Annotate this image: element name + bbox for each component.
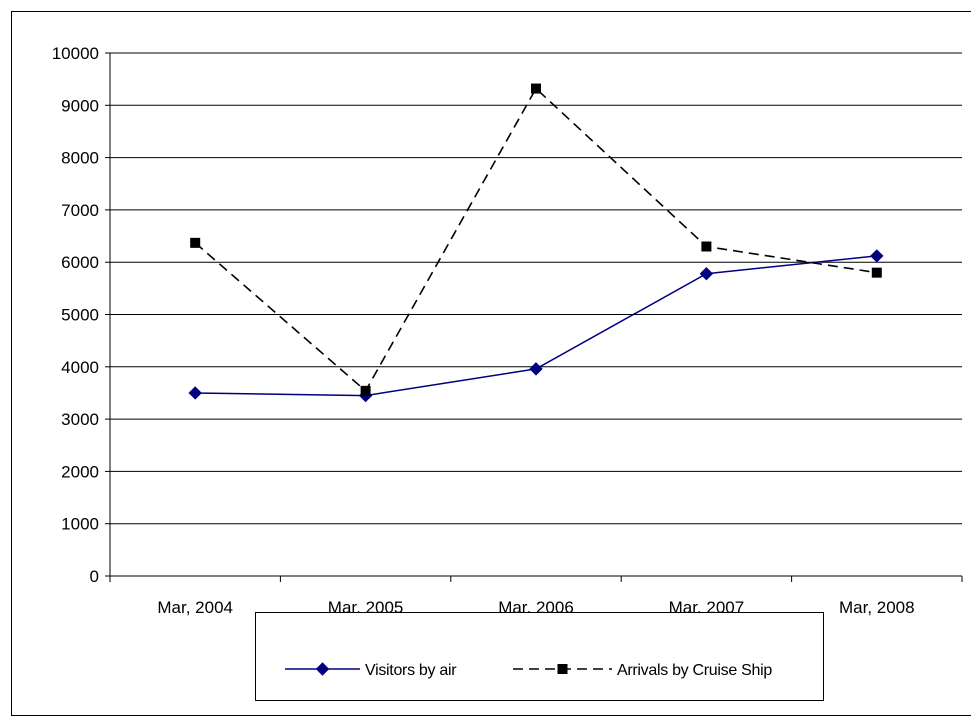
- legend: Visitors by air Arrivals by Cruise Ship: [255, 612, 824, 701]
- y-tick-label: 1000: [61, 515, 99, 534]
- legend-item-0: Visitors by air: [285, 662, 458, 679]
- y-tick-label: 9000: [61, 96, 99, 115]
- gridlines: [110, 52, 962, 525]
- data-point: [188, 386, 202, 400]
- data-point: [699, 266, 714, 281]
- data-point: [871, 267, 882, 278]
- x-tick-label: Mar, 2008: [839, 598, 915, 617]
- axes: [105, 52, 963, 582]
- legend-marker: [315, 662, 330, 676]
- data-point: [531, 83, 541, 94]
- data-point: [360, 385, 371, 396]
- series-line: [194, 87, 877, 393]
- series-0: [188, 249, 884, 403]
- y-tick-label: 3000: [61, 410, 99, 429]
- y-tick-label: 7000: [61, 201, 99, 220]
- data-point: [190, 237, 201, 248]
- legend-label: Arrivals by Cruise Ship: [617, 662, 772, 679]
- x-tick-label: Mar, 2004: [157, 598, 233, 617]
- y-tick-label: 6000: [61, 253, 99, 272]
- legend-box: [255, 612, 824, 701]
- series-1: [190, 83, 882, 396]
- y-tick-label: 10000: [52, 44, 99, 63]
- line-chart: 0 1000 2000 3000 4000 5000 6000 7000 8000 9000 100…: [52, 44, 963, 701]
- y-tick-label: 0: [90, 567, 99, 586]
- y-tick-label: 2000: [61, 462, 99, 481]
- y-tick-label: 4000: [61, 358, 99, 377]
- y-tick-labels: 0 1000 2000 3000 4000 5000 6000 7000 8000 9000 100…: [52, 44, 99, 586]
- y-tick-label: 5000: [61, 306, 99, 325]
- legend-item-1: Arrivals by Cruise Ship: [513, 662, 773, 679]
- data-point: [870, 249, 884, 263]
- series-lines: [188, 83, 884, 403]
- data-point: [701, 241, 712, 252]
- legend-label: Visitors by air: [365, 662, 457, 679]
- data-point: [529, 362, 543, 376]
- y-tick-label: 8000: [61, 149, 99, 168]
- legend-marker: [557, 664, 568, 674]
